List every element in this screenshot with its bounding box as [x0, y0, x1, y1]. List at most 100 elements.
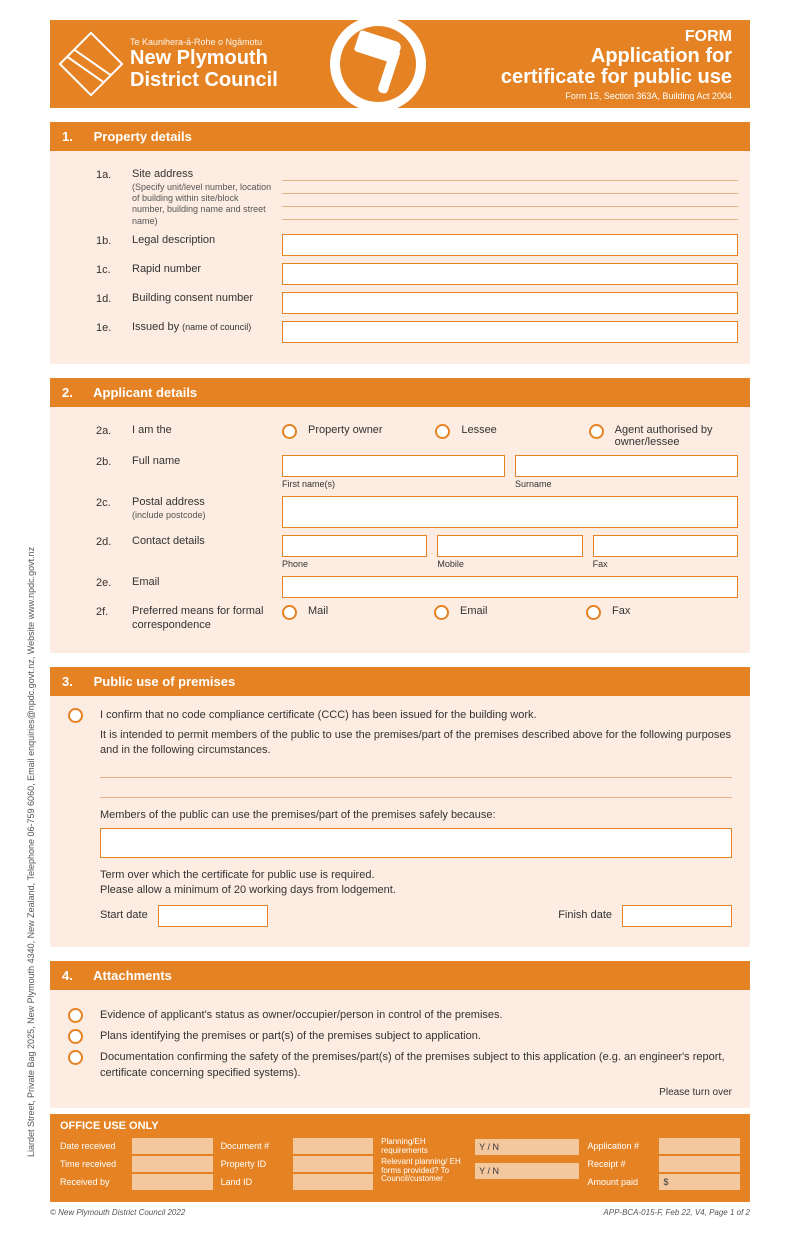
field-1e-label: Issued by (name of council) [132, 321, 272, 335]
field-1d-input[interactable] [282, 292, 738, 314]
field-2f-label: Preferred means for formal correspondenc… [132, 605, 272, 633]
mobile-input[interactable] [437, 535, 582, 557]
postal-address-input[interactable] [282, 496, 738, 528]
office-date-received-label: Date received [60, 1141, 128, 1151]
office-amount-label: Amount paid [587, 1177, 655, 1187]
office-land-id-label: Land ID [221, 1177, 289, 1187]
office-planning-input[interactable]: Y / N [475, 1139, 579, 1155]
radio-agent[interactable] [589, 424, 604, 439]
attach-3-text: Documentation confirming the safety of t… [100, 1050, 732, 1081]
term-text-2: Please allow a minimum of 20 working day… [100, 883, 732, 898]
header-title-block: FORM Application for certificate for pub… [501, 28, 732, 101]
section1-num: 1. [62, 129, 90, 144]
radio-email[interactable] [434, 605, 449, 620]
confirm-text: I confirm that no code compliance certif… [100, 708, 732, 723]
purposes-line-2[interactable] [100, 782, 732, 798]
field-1c-input[interactable] [282, 263, 738, 285]
office-amount-input[interactable]: $ [659, 1174, 740, 1190]
section3-num: 3. [62, 674, 90, 689]
footer-right: APP-BCA-015-F, Feb 22, V4, Page 1 of 2 [603, 1208, 750, 1217]
radio-fax[interactable] [586, 605, 601, 620]
field-1e-input[interactable] [282, 321, 738, 343]
office-application-input[interactable] [659, 1138, 740, 1154]
office-land-id-input[interactable] [293, 1174, 374, 1190]
office-time-received-label: Time received [60, 1159, 128, 1169]
start-date-label: Start date [100, 908, 148, 923]
surname-input[interactable] [515, 455, 738, 477]
section4-title: Attachments [93, 968, 172, 983]
office-title: OFFICE USE ONLY [60, 1120, 740, 1132]
office-document-input[interactable] [293, 1138, 374, 1154]
field-1c-num: 1c. [96, 263, 122, 276]
office-property-id-input[interactable] [293, 1156, 374, 1172]
office-received-by-label: Received by [60, 1177, 128, 1187]
office-time-received-input[interactable] [132, 1156, 213, 1172]
checkbox-attach-3[interactable] [68, 1050, 83, 1065]
email-input[interactable] [282, 576, 738, 598]
field-1b-num: 1b. [96, 234, 122, 247]
mobile-sublabel: Mobile [437, 559, 582, 569]
office-ehforms-input[interactable]: Y / N [475, 1163, 579, 1179]
first-name-input[interactable] [282, 455, 505, 477]
checkbox-attach-1[interactable] [68, 1008, 83, 1023]
field-2e-num: 2e. [96, 576, 122, 589]
office-document-label: Document # [221, 1141, 289, 1151]
radio-mail-label: Mail [308, 605, 328, 617]
radio-lessee-label: Lessee [461, 424, 496, 436]
section1-header: 1. Property details [50, 122, 750, 151]
field-2e-label: Email [132, 576, 272, 590]
checkbox-attach-2[interactable] [68, 1029, 83, 1044]
field-1b-input[interactable] [282, 234, 738, 256]
purposes-line[interactable] [100, 762, 732, 778]
office-date-received-input[interactable] [132, 1138, 213, 1154]
office-property-id-label: Property ID [221, 1159, 289, 1169]
turn-over-text: Please turn over [68, 1087, 732, 1098]
field-2a-num: 2a. [96, 424, 122, 437]
field-1e-num: 1e. [96, 321, 122, 334]
office-received-by-input[interactable] [132, 1174, 213, 1190]
hammer-icon [330, 16, 426, 112]
section1-body: 1a. Site address (Specify unit/level num… [50, 151, 750, 364]
council-logo-icon [58, 31, 123, 96]
side-address: Liardet Street, Private Bag 2025, New Pl… [26, 557, 36, 1157]
start-date-input[interactable] [158, 905, 268, 927]
radio-property-owner[interactable] [282, 424, 297, 439]
form-label: FORM [501, 28, 732, 46]
field-2c-label: Postal address (include postcode) [132, 496, 272, 521]
section1-title: Property details [94, 129, 192, 144]
finish-date-label: Finish date [558, 908, 612, 923]
finish-date-input[interactable] [622, 905, 732, 927]
field-1a-input[interactable] [282, 168, 738, 220]
radio-property-owner-label: Property owner [308, 424, 383, 436]
header-bar: Te Kaunihera-ā-Rohe o Ngāmotu New Plymou… [50, 20, 750, 108]
field-2d-num: 2d. [96, 535, 122, 548]
council-name-line2: District Council [130, 69, 278, 91]
office-ehforms-label: Relevant planning/ EH forms provided? To… [381, 1158, 471, 1184]
form-title-line1: Application for [501, 46, 732, 67]
safely-input[interactable] [100, 828, 732, 858]
radio-lessee[interactable] [435, 424, 450, 439]
field-1a-label: Site address (Specify unit/level number,… [132, 168, 272, 227]
field-1c-label: Rapid number [132, 263, 272, 277]
attach-2-text: Plans identifying the premises or part(s… [100, 1029, 732, 1044]
field-1b-label: Legal description [132, 234, 272, 248]
fax-sublabel: Fax [593, 559, 738, 569]
safely-text: Members of the public can use the premis… [100, 808, 732, 823]
radio-mail[interactable] [282, 605, 297, 620]
checkbox-confirm-ccc[interactable] [68, 708, 83, 723]
field-1d-label: Building consent number [132, 292, 272, 306]
phone-input[interactable] [282, 535, 427, 557]
surname-sublabel: Surname [515, 479, 738, 489]
footer: © New Plymouth District Council 2022 APP… [50, 1208, 750, 1217]
section3-header: 3. Public use of premises [50, 667, 750, 696]
section3-title: Public use of premises [94, 674, 236, 689]
council-name-block: Te Kaunihera-ā-Rohe o Ngāmotu New Plymou… [130, 37, 278, 91]
office-receipt-input[interactable] [659, 1156, 740, 1172]
section3-body: I confirm that no code compliance certif… [50, 696, 750, 946]
form-title-line2: certificate for public use [501, 67, 732, 88]
radio-email-label: Email [460, 605, 488, 617]
council-tagline: Te Kaunihera-ā-Rohe o Ngāmotu [130, 37, 278, 47]
field-2b-label: Full name [132, 455, 272, 469]
field-2c-num: 2c. [96, 496, 122, 509]
fax-input[interactable] [593, 535, 738, 557]
